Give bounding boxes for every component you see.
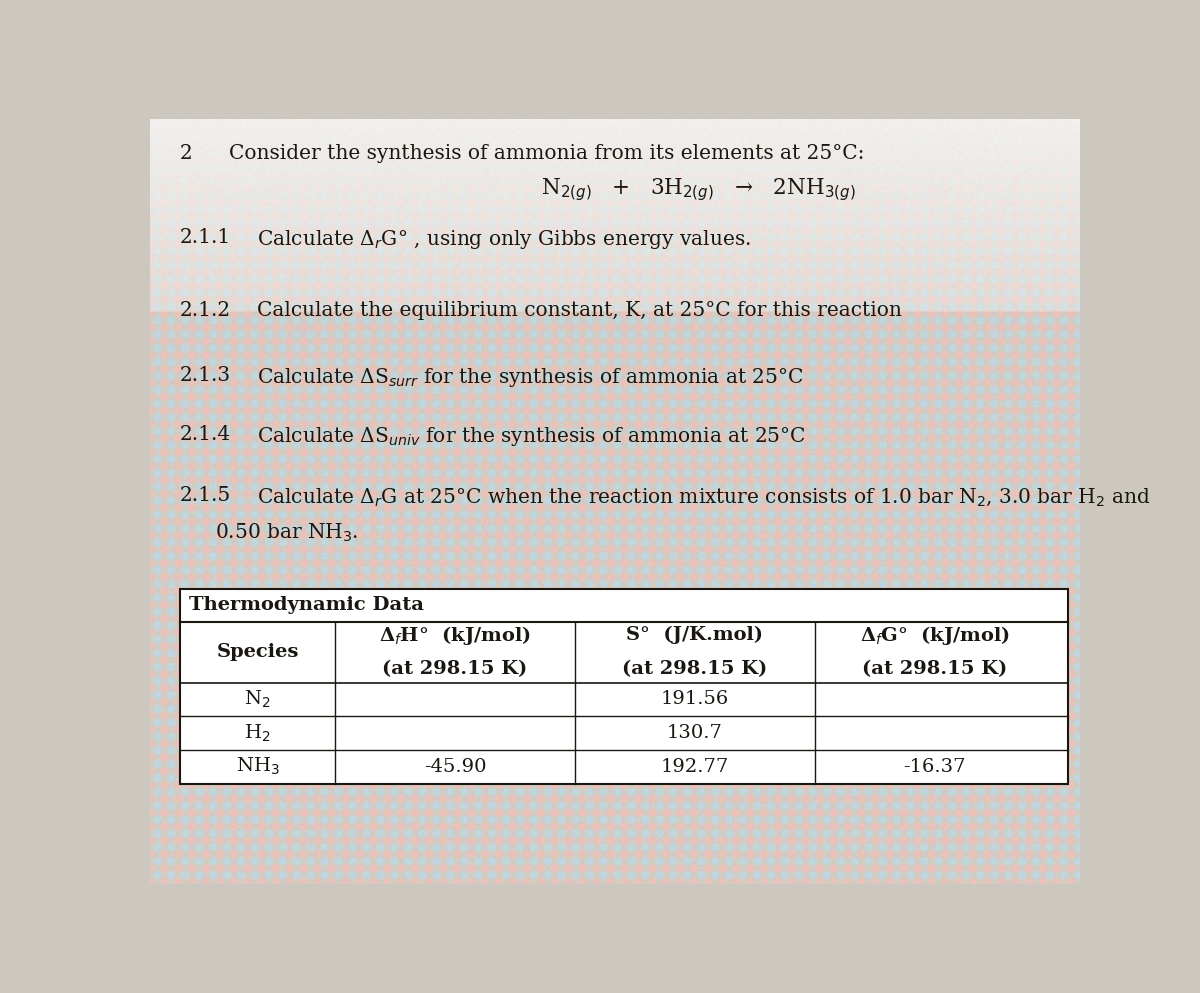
Text: 2.1.2: 2.1.2 <box>180 301 230 320</box>
Text: S°  (J/K.mol): S° (J/K.mol) <box>626 627 763 644</box>
Text: 130.7: 130.7 <box>667 724 722 742</box>
Text: 2.1.4: 2.1.4 <box>180 425 230 444</box>
Text: Calculate Δ$_r$G° , using only Gibbs energy values.: Calculate Δ$_r$G° , using only Gibbs ene… <box>257 228 751 251</box>
Text: Consider the synthesis of ammonia from its elements at 25°C:: Consider the synthesis of ammonia from i… <box>229 144 864 163</box>
Text: Calculate Δ$_r$G at 25°C when the reaction mixture consists of 1.0 bar N$_2$, 3.: Calculate Δ$_r$G at 25°C when the reacti… <box>257 487 1151 507</box>
Text: N$_{2(g)}$   +   3H$_{2(g)}$   →   2NH$_{3(g)}$: N$_{2(g)}$ + 3H$_{2(g)}$ → 2NH$_{3(g)}$ <box>540 177 856 204</box>
Text: Δ$_f$G°  (kJ/mol): Δ$_f$G° (kJ/mol) <box>859 624 1009 646</box>
Text: 2.1.5: 2.1.5 <box>180 487 232 505</box>
Text: 192.77: 192.77 <box>661 758 730 776</box>
Text: -45.90: -45.90 <box>424 758 486 776</box>
Text: 2.1.3: 2.1.3 <box>180 366 230 385</box>
Text: -16.37: -16.37 <box>904 758 966 776</box>
Text: (at 298.15 K): (at 298.15 K) <box>862 660 1007 678</box>
Text: (at 298.15 K): (at 298.15 K) <box>623 660 768 678</box>
Text: Calculate the equilibrium constant, K, at 25°C for this reaction: Calculate the equilibrium constant, K, a… <box>257 301 902 320</box>
Text: Δ$_f$H°  (kJ/mol): Δ$_f$H° (kJ/mol) <box>379 624 530 646</box>
Text: Species: Species <box>216 643 299 661</box>
Text: 2: 2 <box>180 144 192 163</box>
Text: 191.56: 191.56 <box>661 690 730 708</box>
Text: Thermodynamic Data: Thermodynamic Data <box>190 597 424 615</box>
Text: 0.50 bar NH$_3$.: 0.50 bar NH$_3$. <box>215 522 359 544</box>
Text: 2.1.1: 2.1.1 <box>180 228 232 247</box>
Text: Calculate ΔS$_{surr}$ for the synthesis of ammonia at 25°C: Calculate ΔS$_{surr}$ for the synthesis … <box>257 366 804 389</box>
Text: (at 298.15 K): (at 298.15 K) <box>383 660 528 678</box>
Text: H$_2$: H$_2$ <box>245 723 271 744</box>
Text: N$_2$: N$_2$ <box>245 689 271 710</box>
Bar <box>180 590 1068 783</box>
Bar <box>180 590 1068 783</box>
Text: Calculate ΔS$_{univ}$ for the synthesis of ammonia at 25°C: Calculate ΔS$_{univ}$ for the synthesis … <box>257 425 806 448</box>
Text: NH$_3$: NH$_3$ <box>235 756 280 778</box>
